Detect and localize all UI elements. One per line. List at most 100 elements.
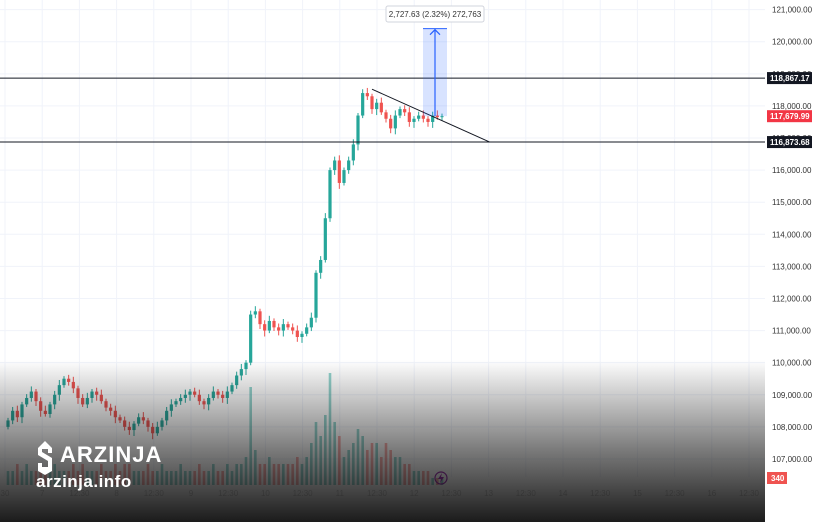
candle-body: [151, 426, 155, 434]
volume-bar: [347, 450, 350, 485]
volume-bar: [422, 471, 425, 485]
candle-body: [104, 401, 108, 408]
candle-body: [305, 327, 309, 334]
volume-bar: [272, 464, 276, 485]
candle-body: [211, 391, 215, 398]
time-tick-label: 13: [484, 489, 493, 498]
volume-bar: [314, 422, 318, 485]
measure-label: 2,727.63 (2.32%) 272,763: [389, 10, 482, 19]
volume-bar: [431, 478, 434, 485]
candle-body: [90, 391, 94, 398]
candle-body: [435, 115, 439, 118]
price-tick-label: 107,000.00: [772, 455, 813, 464]
volume-bar: [338, 436, 341, 485]
candle-body: [393, 115, 397, 129]
volume-bar: [328, 373, 332, 485]
volume-bar: [389, 450, 392, 485]
candle-body: [25, 397, 29, 405]
volume-bar: [394, 457, 397, 485]
candle-body: [11, 410, 15, 421]
candle-body: [193, 391, 197, 395]
candle-body: [6, 420, 10, 427]
current-price-label: 117,679.99: [770, 112, 810, 121]
volume-bar: [366, 450, 369, 485]
candle-body: [165, 410, 169, 421]
candlestick-series[interactable]: [6, 87, 444, 440]
candle-body: [169, 404, 173, 411]
time-tick-label: 30: [1, 489, 10, 498]
candle-body: [67, 378, 71, 382]
candle-body: [160, 420, 164, 427]
candle-body: [216, 391, 220, 395]
volume-bar: [319, 436, 322, 485]
volume-bar: [244, 457, 248, 485]
candle-body: [412, 118, 416, 122]
candle-body: [109, 407, 113, 411]
volume-bar: [408, 464, 411, 485]
price-tick-label: 114,000.00: [772, 230, 812, 239]
arzinja-logo-icon: [38, 441, 52, 475]
measure-label-box: [385, 5, 485, 23]
candle-body: [155, 426, 159, 434]
candle-body: [323, 218, 327, 260]
time-tick-label: 12: [410, 489, 419, 498]
candle-body: [319, 259, 323, 273]
price-tick-label: 115,000.00: [772, 198, 812, 207]
candle-body: [62, 378, 66, 386]
volume-bar: [370, 443, 374, 485]
volume-bar: [305, 457, 308, 485]
candle-body: [53, 394, 57, 405]
level-tag-label: 118,867.17: [770, 74, 810, 83]
candle-body: [375, 102, 379, 110]
volume-bar: [412, 471, 416, 485]
candle-body: [20, 404, 24, 418]
candle-body: [113, 410, 117, 418]
candle-body: [39, 401, 43, 411]
candle-body: [221, 394, 225, 398]
volume-bar: [426, 471, 430, 485]
price-tick-label: 112,000.00: [772, 294, 812, 303]
volume-bar: [286, 464, 290, 485]
brand-url: arzinja.info: [36, 472, 132, 491]
candle-body: [295, 330, 299, 337]
price-tick-label: 108,000.00: [772, 423, 813, 432]
candle-body: [179, 397, 183, 402]
candle-body: [137, 417, 141, 424]
candle-body: [43, 410, 47, 415]
candle-body: [398, 109, 402, 116]
candle-body: [207, 397, 211, 405]
time-tick-label: 12:30: [293, 489, 314, 498]
candle-body: [263, 324, 267, 331]
volume-bar: [361, 436, 364, 485]
price-axis-bg: [765, 0, 822, 522]
price-axis[interactable]: 121,000.00120,000.00119,000.00118,000.00…: [765, 0, 822, 522]
candle-body: [417, 115, 421, 119]
volume-bar: [282, 464, 285, 485]
candle-body: [15, 410, 19, 418]
candle-body: [281, 324, 285, 331]
chart-grid: [0, 0, 765, 477]
candle-body: [314, 272, 318, 318]
trendline: [371, 88, 491, 143]
volume-bar: [333, 422, 336, 485]
volume-bar: [398, 457, 402, 485]
volume-bar: [20, 471, 24, 485]
time-tick-label: 12:30: [218, 489, 239, 498]
volume-bar: [226, 464, 229, 485]
volume-bar: [417, 471, 420, 485]
candle-body: [225, 391, 229, 398]
candle-body: [244, 362, 248, 370]
candle-body: [230, 385, 234, 392]
time-tick-label: 12:30: [441, 489, 462, 498]
candle-body: [85, 397, 89, 405]
volume-bar: [268, 457, 271, 485]
volume-bar: [403, 464, 406, 485]
volume-tag-label: 340: [771, 474, 785, 483]
candle-body: [277, 327, 281, 331]
volume-bar: [258, 464, 262, 485]
candle-body: [291, 327, 295, 331]
candle-body: [183, 394, 187, 398]
volume-bar: [380, 457, 383, 485]
candle-body: [132, 423, 136, 431]
time-tick-label: 10: [261, 489, 270, 498]
